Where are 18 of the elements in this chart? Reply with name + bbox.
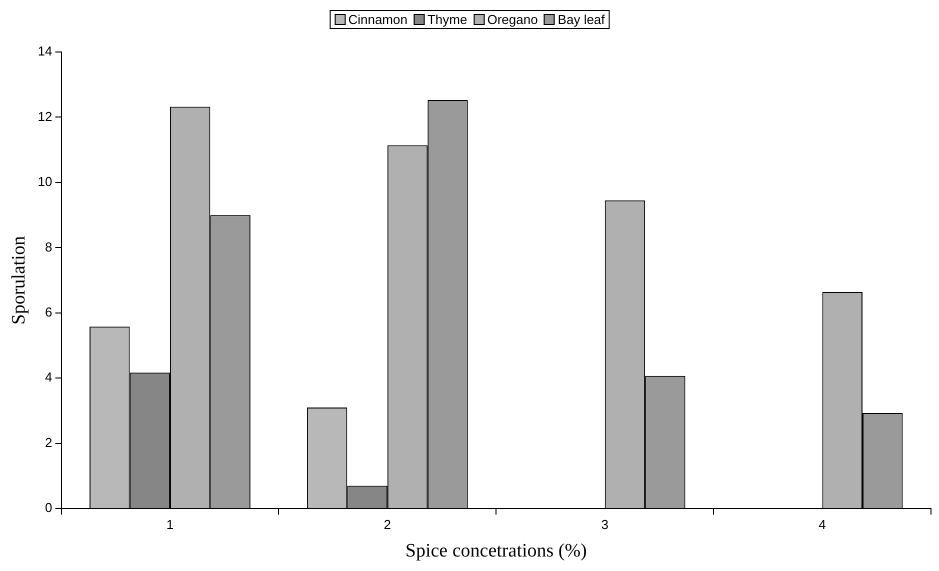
x-tick-label: 1 [166,516,174,532]
x-axis-title: Spice concetrations (%) [405,540,587,562]
y-tick-label: 10 [38,174,52,190]
x-tick-label: 3 [601,516,608,532]
y-tick-label: 14 [38,44,52,59]
legend-label: Cinnamon [347,12,408,27]
y-tick-label: 0 [45,500,52,516]
y-tick-label: 8 [45,239,52,254]
legend-label: Thyme [426,12,468,27]
y-tick-label: 6 [45,304,52,320]
legend-label: Bay leaf [556,12,605,27]
y-tick-label: 4 [45,370,52,385]
legend-label: Oregano [486,12,538,27]
x-tick-label: 2 [384,516,392,532]
y-tick-label: 2 [45,434,52,450]
y-tick-label: 12 [38,108,52,124]
y-axis-title: Sporulation [8,235,30,325]
x-tick-label: 4 [818,516,826,532]
